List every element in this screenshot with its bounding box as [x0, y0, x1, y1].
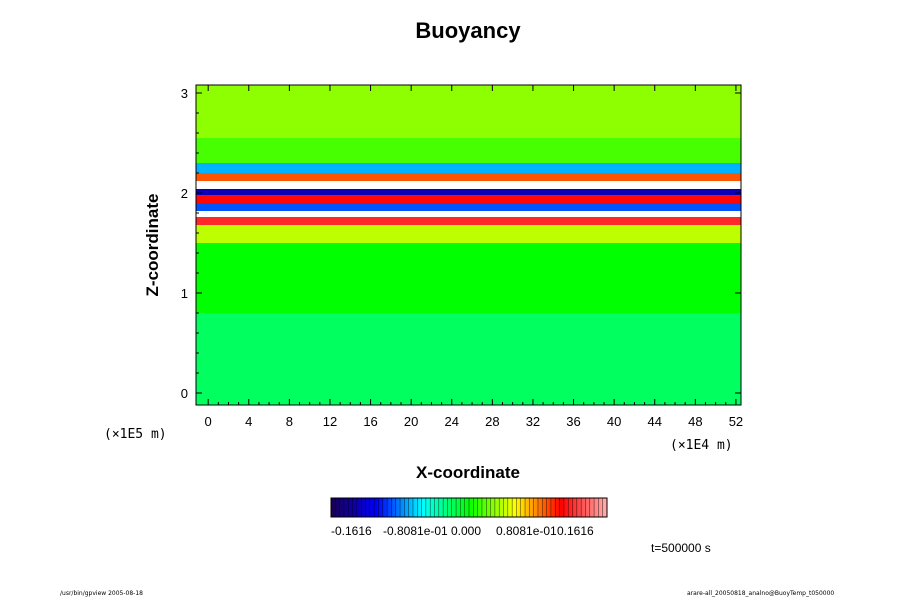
- x-axis: 0 4 8 12 16 20 24 28 32 36 40 44 48 52: [205, 85, 743, 429]
- footer-left: /usr/bin/gpview 2005-08-18: [60, 590, 143, 597]
- y-tick-label: 1: [181, 286, 188, 301]
- y-axis-unit: (×1E5 m): [104, 427, 167, 442]
- y-tick-label: 0: [181, 386, 188, 401]
- y-tick-label: 3: [181, 86, 188, 101]
- field-band-10: [196, 163, 741, 173]
- colorbar-tick-label: 0.1616: [557, 524, 594, 538]
- colorbar-tick-label: -0.8081e-01: [383, 524, 448, 538]
- field-band-8: [196, 181, 741, 189]
- x-tick-label: 52: [729, 414, 743, 429]
- field-band-3: [196, 217, 741, 225]
- x-tick-label: 32: [526, 414, 540, 429]
- x-tick-label: 36: [566, 414, 580, 429]
- x-axis-label: X-coordinate: [416, 463, 520, 482]
- x-tick-label: 20: [404, 414, 418, 429]
- time-label: t=500000 s: [651, 541, 711, 555]
- field-band-6: [196, 195, 741, 203]
- y-axis-label: Z-coordinate: [143, 194, 162, 297]
- field-band-4: [196, 211, 741, 217]
- y-axis: 0 1 2 3: [181, 86, 741, 401]
- footer-right: arare-all_20050818_analno@BuoyTemp_t0500…: [687, 590, 835, 597]
- y-tick-label: 2: [181, 186, 188, 201]
- x-tick-label: 44: [647, 414, 661, 429]
- colorbar-divisions: [335, 498, 603, 517]
- colorbar-tick-label: -0.1616: [331, 524, 372, 538]
- x-tick-label: 4: [245, 414, 252, 429]
- field-band-11: [196, 138, 741, 163]
- x-tick-label: 48: [688, 414, 702, 429]
- colorbar: -0.1616 -0.8081e-01 0.000 0.8081e-01 0.1616: [330, 497, 608, 538]
- x-tick-label: 40: [607, 414, 621, 429]
- plot-frame: [195, 84, 742, 406]
- plot-field: [196, 85, 741, 405]
- colorbar-labels: -0.1616 -0.8081e-01 0.000 0.8081e-01 0.1616: [331, 524, 594, 538]
- x-tick-label: 28: [485, 414, 499, 429]
- x-tick-label: 12: [323, 414, 337, 429]
- field-band-12: [196, 85, 741, 138]
- x-tick-label: 16: [363, 414, 377, 429]
- field-band-2: [196, 225, 741, 243]
- x-axis-unit: (×1E4 m): [670, 438, 733, 453]
- colorbar-tick-label: 0.8081e-01: [496, 524, 557, 538]
- x-tick-label: 24: [445, 414, 459, 429]
- field-band-9: [196, 173, 741, 181]
- colorbar-tick-label: 0.000: [451, 524, 481, 538]
- field-band-1: [196, 243, 741, 313]
- field-band-7: [196, 189, 741, 195]
- field-band-0: [196, 313, 741, 405]
- chart-title: Buoyancy: [415, 18, 521, 43]
- field-band-5: [196, 203, 741, 211]
- x-tick-label: 8: [286, 414, 293, 429]
- x-tick-label: 0: [205, 414, 212, 429]
